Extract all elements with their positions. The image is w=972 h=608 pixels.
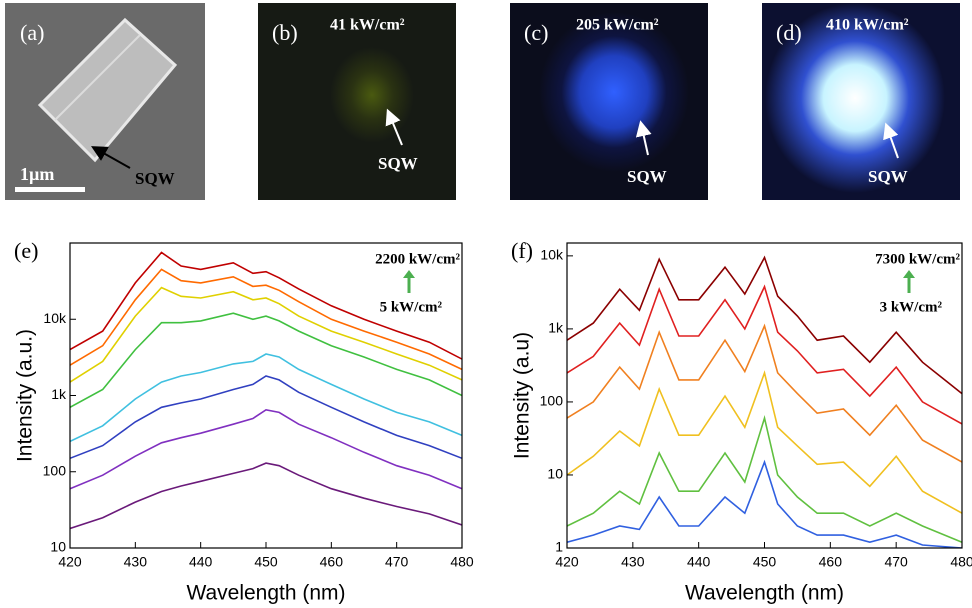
y-tick-label: 10: [50, 539, 66, 555]
arrow-head: [903, 270, 915, 278]
x-tick-label: 470: [884, 554, 908, 570]
y-tick-label: 100: [43, 462, 67, 478]
panel-label: (d): [776, 20, 802, 45]
panel-label: (a): [20, 20, 44, 45]
emission: [539, 12, 689, 172]
x-tick-label: 450: [753, 554, 777, 570]
spectrum-line: [70, 354, 462, 441]
y-tick-label: 1: [555, 539, 563, 555]
series-group: [70, 253, 462, 529]
panel-label: (e): [14, 238, 38, 263]
arrow-head: [403, 270, 415, 278]
x-tick-label: 440: [687, 554, 711, 570]
spectrum-line: [70, 313, 462, 407]
panel-d: (d) 410 kW/cm² SQW: [762, 3, 960, 200]
y-tick-label: 1k: [51, 386, 67, 402]
x-tick-label: 470: [385, 554, 409, 570]
x-tick-label: 440: [189, 554, 213, 570]
power-label: 41 kW/cm²: [330, 17, 405, 34]
x-tick-label: 460: [320, 554, 344, 570]
power-label: 410 kW/cm²: [826, 17, 909, 34]
spectrum-line: [70, 410, 462, 489]
y-axis-label: Intensity (a.u.): [14, 329, 37, 462]
y-tick-label: 10: [547, 466, 563, 482]
panel-label: (b): [272, 20, 298, 45]
power-label: 205 kW/cm²: [576, 17, 659, 34]
annotation-high: 7300 kW/cm²: [875, 251, 960, 267]
plot-frame: [70, 243, 462, 548]
annotation-low: 3 kW/cm²: [880, 299, 943, 315]
x-tick-label: 430: [124, 554, 148, 570]
annotation: SQW: [378, 154, 418, 173]
y-tick-label: 10k: [540, 247, 564, 263]
x-tick-label: 480: [450, 554, 474, 570]
x-tick-label: 420: [58, 554, 82, 570]
x-tick-label: 460: [819, 554, 843, 570]
y-axis-label: Intensity (a.u): [511, 332, 534, 459]
panel-a: (a) 1µm SQW: [5, 3, 205, 200]
annotation: SQW: [627, 167, 667, 186]
spectrum-line: [70, 463, 462, 528]
annotation-low: 5 kW/cm²: [380, 299, 443, 315]
x-tick-label: 430: [621, 554, 645, 570]
annotation: SQW: [868, 167, 908, 186]
y-tick-label: 10k: [43, 310, 67, 326]
annotation-high: 2200 kW/cm²: [375, 251, 460, 267]
annotation: SQW: [135, 169, 175, 188]
x-tick-label: 450: [254, 554, 278, 570]
spectrum-line: [567, 462, 962, 548]
y-tick-label: 100: [540, 393, 564, 409]
plot: 420 430 440 450 460 470 480 1 10 100 1k 10k Waveleng…: [511, 238, 972, 605]
panel-c: (c) 205 kW/cm² SQW: [510, 3, 708, 200]
scale-label: 1µm: [20, 164, 54, 184]
panel-b: (b) 41 kW/cm² SQW: [258, 3, 456, 200]
figure: (a) 1µm SQW (b) 41 kW/cm² SQW (c) 205 kW…: [0, 0, 972, 608]
x-tick-label: 480: [950, 554, 972, 570]
panel-label: (f): [511, 238, 533, 263]
spectrum-line: [567, 373, 962, 513]
x-tick-label: 420: [555, 554, 579, 570]
x-axis-label: Wavelength (nm): [685, 582, 844, 605]
spectrum-line: [567, 326, 962, 462]
emission: [330, 47, 414, 143]
scale-bar: [15, 187, 85, 192]
spectrum-line: [70, 376, 462, 458]
plot: 420 430 440 450 460 470 480 10 100 1k 10k Wavelengt…: [14, 238, 474, 605]
panel-label: (c): [524, 20, 548, 45]
y-tick-label: 1k: [548, 320, 564, 336]
x-axis-label: Wavelength (nm): [186, 582, 345, 605]
